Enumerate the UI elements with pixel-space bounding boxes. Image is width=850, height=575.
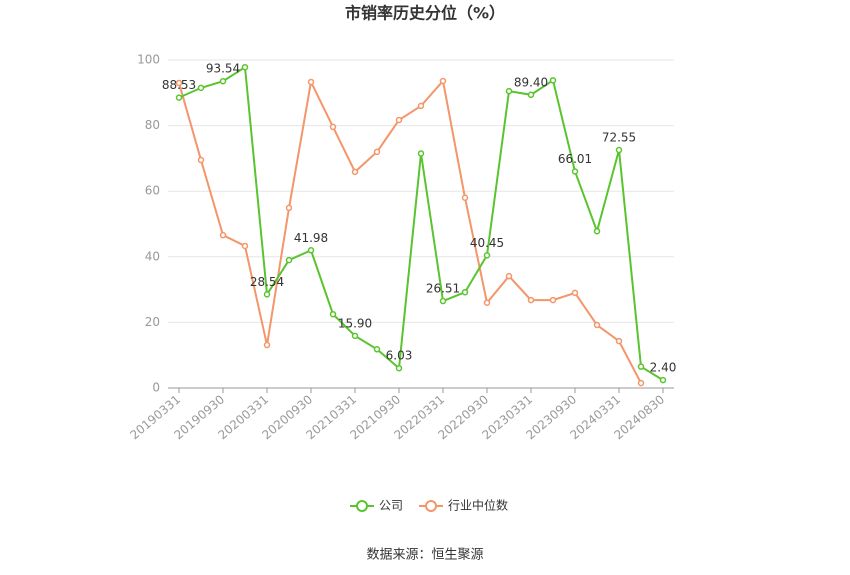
data-label: 72.55 xyxy=(602,131,636,145)
data-point xyxy=(219,77,227,85)
y-tick-label: 100 xyxy=(137,53,160,67)
data-point xyxy=(351,168,359,176)
data-label: 89.40 xyxy=(514,75,548,89)
data-point xyxy=(263,291,271,298)
legend-item: 行业中位数 xyxy=(419,498,508,513)
data-point xyxy=(527,91,535,99)
data-label: 6.03 xyxy=(386,349,413,363)
data-point xyxy=(483,299,491,306)
data-point xyxy=(373,346,381,353)
data-point xyxy=(505,272,513,280)
data-point xyxy=(329,310,337,318)
data-point xyxy=(197,84,205,92)
source-note: 数据来源：恒生聚源 xyxy=(366,548,483,563)
data-point xyxy=(439,297,447,305)
data-point xyxy=(307,247,315,254)
data-point xyxy=(461,194,469,202)
legend-marker xyxy=(356,500,368,512)
data-label: 66.01 xyxy=(558,152,592,166)
data-point xyxy=(637,363,645,370)
data-point xyxy=(417,102,425,110)
data-point xyxy=(175,79,183,87)
data-point xyxy=(351,332,359,340)
y-tick-label: 0 xyxy=(152,381,160,395)
data-point xyxy=(483,252,491,259)
data-point xyxy=(307,78,315,86)
data-point xyxy=(549,296,557,304)
chart-title: 市销率历史分位（%） xyxy=(345,4,505,23)
data-label: 26.51 xyxy=(426,282,460,296)
data-point xyxy=(439,77,447,85)
data-point xyxy=(241,242,249,250)
y-tick-label: 20 xyxy=(145,315,160,329)
data-label: 2.40 xyxy=(650,361,677,375)
data-point xyxy=(241,63,249,71)
data-point xyxy=(549,77,557,84)
series-line xyxy=(178,65,664,381)
data-point xyxy=(197,156,205,164)
data-label: 41.98 xyxy=(294,231,328,245)
data-label: 88.53 xyxy=(162,78,196,92)
data-point xyxy=(329,123,337,131)
data-point xyxy=(527,296,535,304)
data-point xyxy=(615,337,623,345)
data-label: 28.54 xyxy=(250,275,284,289)
y-tick-label: 40 xyxy=(145,249,160,263)
data-point xyxy=(175,94,183,101)
data-point xyxy=(285,256,293,264)
data-point xyxy=(571,289,579,297)
data-point xyxy=(593,321,601,329)
legend-label: 行业中位数 xyxy=(448,498,508,513)
data-point xyxy=(659,376,667,384)
data-point xyxy=(373,148,381,156)
data-point xyxy=(571,168,579,175)
data-point xyxy=(615,146,623,154)
data-label: 40.45 xyxy=(470,236,504,250)
legend-item: 公司 xyxy=(350,499,403,513)
data-point xyxy=(505,87,513,95)
y-tick-label: 80 xyxy=(145,118,160,132)
data-point xyxy=(395,116,403,124)
series-line xyxy=(178,78,642,384)
data-point xyxy=(285,204,293,212)
y-tick-label: 60 xyxy=(145,184,160,198)
data-point xyxy=(593,227,601,235)
legend-label: 公司 xyxy=(379,499,403,513)
data-point xyxy=(395,364,403,372)
data-point xyxy=(219,231,227,239)
data-point xyxy=(417,150,425,157)
data-point xyxy=(461,288,469,296)
legend-marker xyxy=(425,500,437,512)
data-point xyxy=(263,341,271,349)
data-point xyxy=(637,379,645,387)
data-label: 15.90 xyxy=(338,316,372,330)
data-label: 93.54 xyxy=(206,62,240,76)
